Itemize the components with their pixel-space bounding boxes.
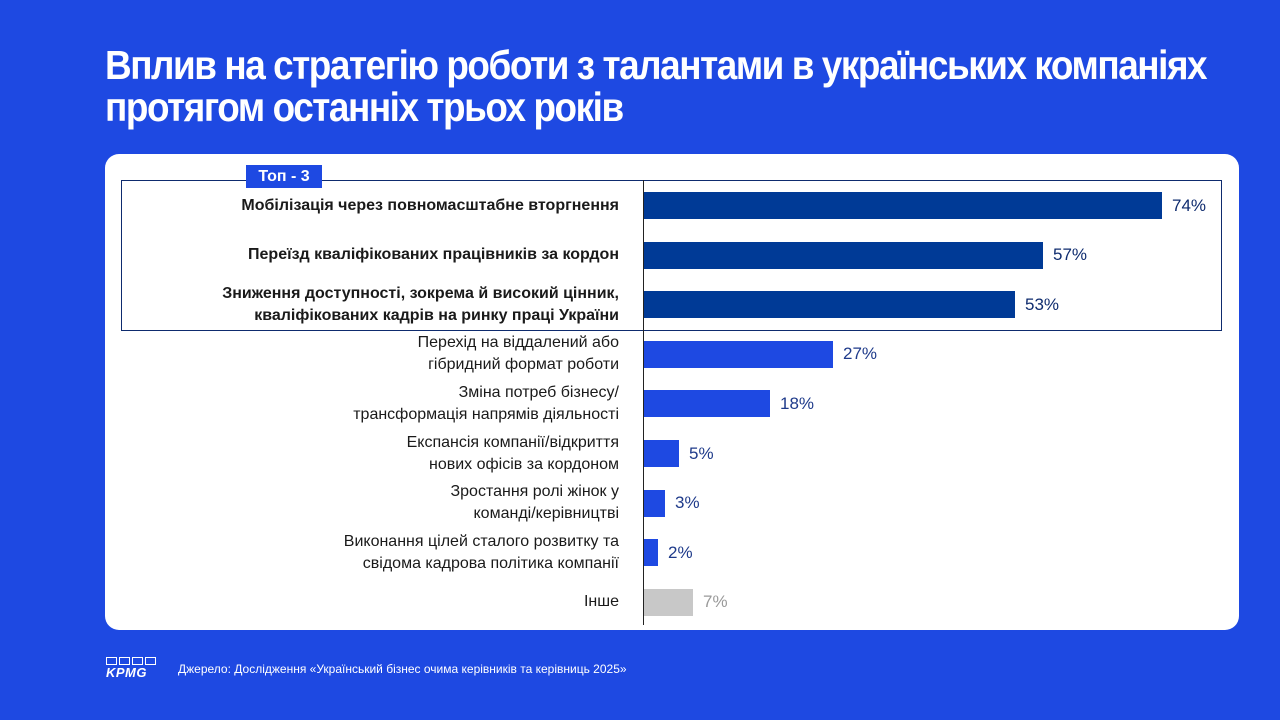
category-label: Перехід на віддалений або гібридний форма… (179, 332, 619, 376)
bar (644, 291, 1015, 319)
kpmg-logo: KPMG (106, 657, 158, 681)
bar (644, 192, 1162, 219)
category-label: Зміна потреб бізнесу/трансформація напря… (179, 382, 619, 426)
category-label: Переїзд кваліфікованих працівників за ко… (179, 244, 619, 266)
logo-text: KPMG (106, 665, 147, 680)
value-label: 7% (703, 592, 728, 612)
bar (644, 489, 665, 517)
category-label-line: гібридний формат роботи (428, 356, 619, 374)
category-label: Зростання ролі жінок у команді/керівництв… (179, 481, 619, 525)
value-label: 27% (843, 344, 878, 364)
bar (644, 340, 833, 368)
title-line-1: Вплив на стратегію роботи з талантами в … (105, 42, 1208, 88)
value-label: 74% (1172, 195, 1207, 215)
value-label: 57% (1053, 245, 1088, 265)
source-note: Джерело: Дослідження «Український бізнес… (178, 662, 627, 676)
category-label-line: Зниження доступності, зокрема й високий … (222, 284, 619, 302)
top3-badge: Топ - 3 (246, 165, 322, 188)
logo-boxes-icon (106, 657, 158, 666)
category-label-line: Мобілізація через повномасштабне вторгне… (241, 196, 619, 214)
top3-highlight-box (121, 180, 1222, 331)
category-label: Інше (179, 591, 619, 613)
category-label: Зниження доступності, зокрема й високий … (179, 283, 619, 327)
category-label-line: Зростання ролі жінок у (450, 483, 619, 501)
category-label-line: команді/керівництві (473, 505, 620, 523)
category-label-line: Зміна потреб бізнесу/ (458, 383, 619, 401)
category-label-line: свідома кадрова політика компанії (362, 554, 619, 572)
y-axis-line (643, 180, 644, 625)
title-line-2: протягом останніх трьох років (105, 84, 624, 130)
category-label: Мобілізація через повномасштабне вторгне… (179, 195, 619, 217)
category-label-line: трансформація напрямів діяльності (353, 405, 619, 423)
value-label: 18% (780, 393, 815, 413)
bar (644, 440, 679, 467)
category-label-line: Виконання цілей сталого розвитку та (343, 532, 619, 550)
bar (644, 539, 658, 567)
bar (644, 241, 1043, 269)
value-label: 5% (689, 443, 714, 463)
category-label-line: нових офісів за кордоном (429, 455, 619, 473)
category-label: Експансія компанії/відкриття нових офісів… (179, 432, 619, 476)
category-label-line: Інше (583, 593, 619, 611)
category-label-line: Експансія компанії/відкриття (406, 433, 619, 451)
category-label-line: кваліфікованих кадрів на ринку праці Укр… (254, 306, 619, 324)
category-label: Виконання цілей сталого розвитку та свідо… (179, 531, 619, 575)
chart-title: Вплив на стратегію роботи з талантами в … (105, 42, 1208, 130)
category-label-line: Перехід на віддалений або (417, 334, 619, 352)
bar (644, 588, 693, 616)
category-label-line: Переїзд кваліфікованих працівників за ко… (248, 246, 619, 264)
bar (644, 390, 770, 418)
value-label: 2% (668, 542, 693, 562)
value-label: 53% (1025, 294, 1060, 314)
value-label: 3% (675, 493, 700, 513)
